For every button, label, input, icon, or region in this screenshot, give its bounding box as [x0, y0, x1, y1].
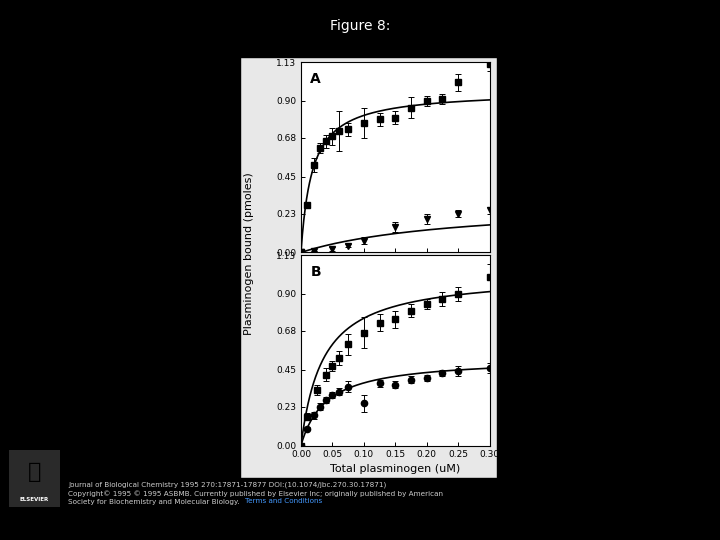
Text: B: B — [310, 265, 321, 279]
Text: ELSEVIER: ELSEVIER — [20, 497, 49, 502]
Text: Figure 8:: Figure 8: — [330, 19, 390, 33]
Text: A: A — [310, 72, 321, 86]
Text: 🌳: 🌳 — [28, 462, 41, 483]
Text: Terms and Conditions: Terms and Conditions — [245, 498, 322, 504]
X-axis label: Total plasminogen (uM): Total plasminogen (uM) — [330, 463, 460, 474]
Text: Journal of Biological Chemistry 1995 270:17871-17877 DOI:(10.1074/jbc.270.30.178: Journal of Biological Chemistry 1995 270… — [68, 482, 444, 505]
Text: Plasminogen bound (pmoles): Plasminogen bound (pmoles) — [244, 172, 254, 335]
